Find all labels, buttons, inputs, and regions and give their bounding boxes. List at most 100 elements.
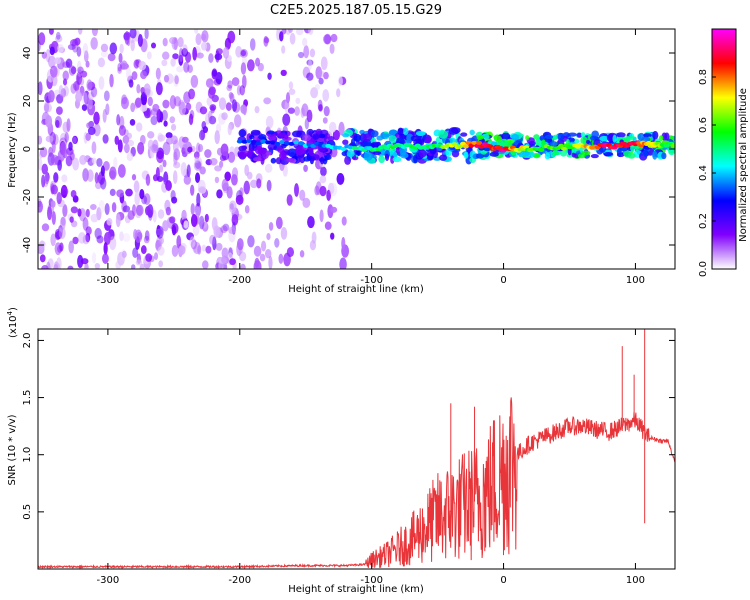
- heatmap-cell: [294, 183, 299, 197]
- heatmap-cell: [280, 69, 287, 77]
- heatmap-cell: [66, 118, 71, 132]
- heatmap-cell: [250, 129, 261, 136]
- heatmap-cell: [183, 61, 190, 73]
- heatmap-cell: [318, 104, 323, 112]
- heatmap-cell: [627, 152, 636, 159]
- heatmap-cell: [44, 172, 50, 185]
- heatmap-cell: [302, 134, 311, 142]
- heatmap-cell: [91, 157, 97, 164]
- heatmap-cell: [226, 186, 233, 199]
- heatmap-cell: [55, 31, 61, 40]
- heatmap-cell: [341, 216, 347, 226]
- heatmap-cell: [162, 99, 170, 109]
- heatmap-cell: [169, 216, 176, 224]
- snr-y-label: SNR (10 * v/v): [7, 414, 18, 485]
- heatmap-cell: [481, 133, 490, 140]
- heatmap-cell: [70, 206, 79, 214]
- heatmap-cell: [49, 46, 55, 56]
- heatmap-cell: [590, 154, 599, 159]
- heatmap-cell: [344, 155, 352, 165]
- heatmap-cell: [274, 238, 280, 248]
- heatmap-cell: [255, 57, 261, 67]
- heatmap-cell: [172, 170, 178, 185]
- heatmap-cell: [119, 231, 124, 242]
- heatmap-cell: [109, 42, 118, 55]
- heatmap-cell: [581, 150, 591, 156]
- heatmap-cell: [171, 245, 179, 257]
- heatmap-cell: [62, 204, 68, 218]
- heatmap-cell: [73, 80, 80, 91]
- snr-x-ticks: -300 -200 -100 0 100: [97, 329, 645, 586]
- heatmap-cell: [260, 156, 265, 165]
- heatmap-cell: [85, 132, 91, 141]
- heatmap-cell: [214, 176, 220, 184]
- spectrogram-x-ticks: -300 -200 -100 0 100: [97, 29, 645, 286]
- heatmap-cell: [204, 149, 212, 158]
- heatmap-cell: [388, 135, 397, 144]
- heatmap-cell: [330, 232, 335, 240]
- colorbar-tick-label: 0.6: [698, 117, 709, 133]
- heatmap-cell: [317, 70, 325, 78]
- heatmap-cell: [77, 254, 84, 269]
- heatmap-cell: [140, 70, 148, 80]
- heatmap-cell: [222, 47, 230, 59]
- spectrogram-x-label: Height of straight line (km): [288, 284, 424, 295]
- heatmap-cell: [544, 152, 551, 160]
- heatmap-cell: [154, 252, 159, 260]
- heatmap-cell: [246, 59, 255, 72]
- heatmap-cell: [205, 245, 212, 254]
- heatmap-cell: [324, 154, 332, 160]
- heatmap-cell: [94, 262, 101, 269]
- heatmap-cell: [500, 138, 508, 146]
- heatmap-cell: [194, 156, 200, 164]
- heatmap-cell: [133, 180, 140, 194]
- heatmap-cell: [303, 164, 308, 173]
- heatmap-cell: [89, 203, 97, 210]
- heatmap-cell: [131, 174, 137, 181]
- heatmap-cell: [38, 32, 46, 46]
- heatmap-cell: [320, 166, 327, 177]
- heatmap-cell: [79, 77, 85, 86]
- heatmap-cell: [165, 206, 172, 216]
- heatmap-cell: [98, 199, 105, 214]
- heatmap-cell: [139, 263, 145, 269]
- heatmap-cell: [94, 172, 99, 184]
- heatmap-cell: [392, 156, 402, 163]
- heatmap-cell: [373, 151, 382, 156]
- heatmap-cell: [45, 115, 53, 128]
- heatmap-cell: [185, 102, 192, 111]
- heatmap-peak: [250, 139, 257, 144]
- heatmap-cell: [171, 123, 177, 131]
- heatmap-cell: [279, 151, 287, 160]
- heatmap-cell: [109, 188, 116, 197]
- heatmap-cell: [322, 89, 330, 102]
- heatmap-cell: [209, 157, 218, 166]
- spectrogram-y-label: Frequency (Hz): [7, 112, 18, 188]
- heatmap-cell: [544, 134, 554, 139]
- heatmap-cell: [208, 115, 217, 125]
- heatmap-cell: [308, 147, 314, 157]
- snr-background: [38, 329, 675, 569]
- snr-y-tick-label: 0.5: [22, 504, 33, 520]
- heatmap-cell: [286, 194, 293, 206]
- heatmap-cell: [176, 65, 184, 73]
- heatmap-cell: [68, 240, 74, 254]
- heatmap-cell: [332, 129, 340, 141]
- page-title: C2E5.2025.187.05.15.G29: [270, 3, 442, 18]
- heatmap-cell: [60, 187, 69, 196]
- heatmap-cell: [198, 215, 205, 230]
- heatmap-cell: [162, 37, 168, 47]
- heatmap-cell: [72, 135, 78, 145]
- heatmap-cell: [64, 132, 69, 143]
- heatmap-cell: [289, 32, 296, 45]
- heatmap-cell: [129, 29, 137, 39]
- heatmap-cell: [318, 133, 326, 139]
- heatmap-cell: [319, 185, 327, 197]
- heatmap-cell: [159, 111, 164, 123]
- heatmap-cell: [137, 142, 145, 155]
- heatmap-cell: [363, 152, 373, 161]
- heatmap-cell: [231, 99, 238, 112]
- heatmap-cell: [131, 264, 136, 269]
- heatmap-cell: [100, 50, 108, 58]
- heatmap-cell: [642, 149, 649, 157]
